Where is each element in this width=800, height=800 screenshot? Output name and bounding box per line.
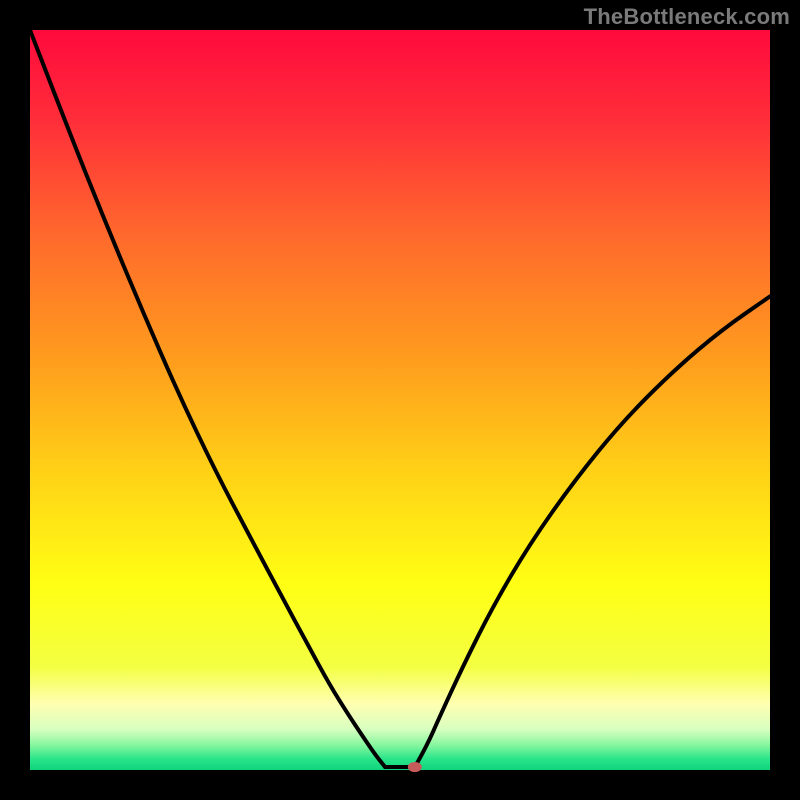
- min-marker: [408, 762, 422, 772]
- bottleneck-chart: [0, 0, 800, 800]
- watermark-label: TheBottleneck.com: [584, 4, 790, 30]
